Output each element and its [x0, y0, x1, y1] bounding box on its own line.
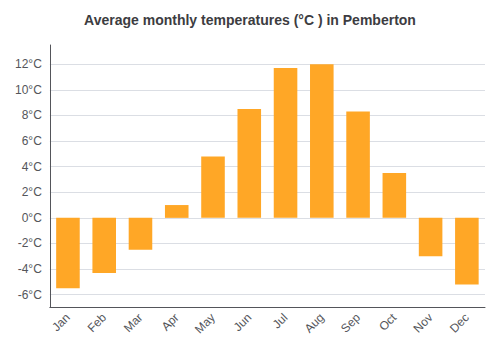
svg-text:Dec: Dec	[447, 311, 472, 336]
svg-text:8°C: 8°C	[22, 108, 42, 122]
svg-text:6°C: 6°C	[22, 134, 42, 148]
svg-text:-6°C: -6°C	[18, 288, 42, 302]
svg-text:Average monthly temperatures (: Average monthly temperatures (°C ) in Pe…	[84, 12, 416, 28]
svg-text:Oct: Oct	[376, 310, 400, 334]
svg-text:Jun: Jun	[231, 311, 255, 335]
svg-text:Nov: Nov	[411, 311, 436, 336]
svg-text:Apr: Apr	[159, 311, 182, 334]
svg-text:10°C: 10°C	[15, 83, 42, 97]
svg-text:Jul: Jul	[270, 311, 291, 332]
svg-text:12°C: 12°C	[15, 57, 42, 71]
svg-text:0°C: 0°C	[22, 211, 42, 225]
svg-text:4°C: 4°C	[22, 160, 42, 174]
svg-text:May: May	[192, 311, 218, 337]
svg-text:Mar: Mar	[121, 311, 146, 335]
svg-text:-4°C: -4°C	[18, 262, 42, 276]
svg-text:Sep: Sep	[338, 310, 363, 335]
svg-text:Aug: Aug	[302, 311, 327, 336]
svg-text:2°C: 2°C	[22, 185, 42, 199]
svg-text:Jan: Jan	[49, 311, 73, 335]
svg-text:-2°C: -2°C	[18, 236, 42, 250]
svg-text:Feb: Feb	[85, 310, 110, 335]
